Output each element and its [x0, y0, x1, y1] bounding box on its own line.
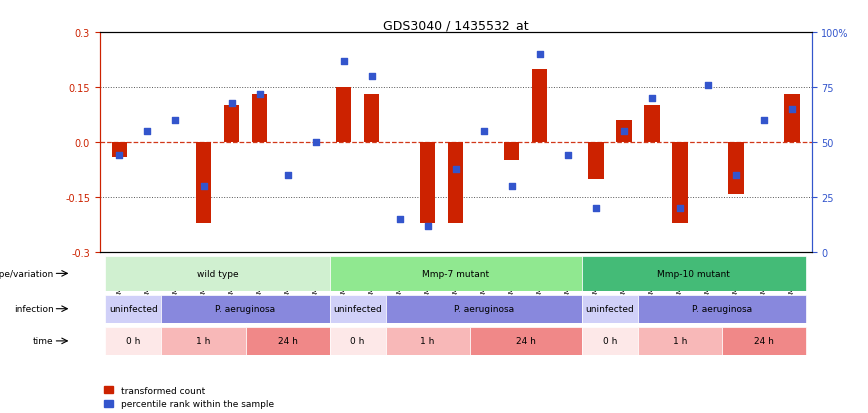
Text: Mmp-7 mutant: Mmp-7 mutant: [422, 269, 490, 278]
Text: uninfected: uninfected: [109, 304, 158, 313]
Bar: [330, 295, 385, 323]
Point: [141, 128, 155, 135]
Bar: [728, 143, 744, 194]
Point: [589, 205, 602, 212]
Text: Mmp-10 mutant: Mmp-10 mutant: [657, 269, 730, 278]
Point: [477, 128, 490, 135]
Bar: [246, 327, 330, 355]
Bar: [224, 106, 240, 143]
Bar: [196, 143, 211, 223]
Text: uninfected: uninfected: [585, 304, 635, 313]
Bar: [252, 95, 267, 143]
Bar: [582, 327, 638, 355]
Bar: [672, 143, 687, 223]
Text: 24 h: 24 h: [516, 337, 536, 346]
Text: 0 h: 0 h: [351, 337, 365, 346]
Bar: [470, 327, 582, 355]
Point: [533, 52, 547, 58]
Point: [309, 140, 323, 146]
Bar: [420, 143, 436, 223]
Bar: [589, 143, 603, 179]
Bar: [448, 143, 464, 223]
Bar: [785, 95, 799, 143]
Point: [561, 153, 575, 159]
Point: [617, 128, 631, 135]
Bar: [330, 256, 582, 291]
Bar: [385, 327, 470, 355]
Text: P. aeruginosa: P. aeruginosa: [454, 304, 514, 313]
Text: 0 h: 0 h: [602, 337, 617, 346]
Bar: [638, 327, 722, 355]
Bar: [504, 143, 519, 161]
Title: GDS3040 / 1435532_at: GDS3040 / 1435532_at: [383, 19, 529, 32]
Text: 1 h: 1 h: [196, 337, 211, 346]
Bar: [105, 327, 161, 355]
Bar: [336, 88, 352, 143]
Text: P. aeruginosa: P. aeruginosa: [215, 304, 276, 313]
Bar: [582, 295, 638, 323]
Point: [645, 95, 659, 102]
Point: [701, 83, 715, 89]
Point: [337, 58, 351, 65]
Bar: [330, 327, 385, 355]
Text: genotype/variation: genotype/variation: [0, 269, 54, 278]
Point: [280, 173, 294, 179]
Point: [729, 173, 743, 179]
Bar: [616, 121, 632, 143]
Bar: [385, 295, 582, 323]
Bar: [105, 295, 161, 323]
Text: 24 h: 24 h: [754, 337, 774, 346]
Point: [253, 91, 266, 98]
Bar: [364, 95, 379, 143]
Point: [113, 153, 127, 159]
Text: uninfected: uninfected: [333, 304, 382, 313]
Text: 1 h: 1 h: [673, 337, 687, 346]
Point: [168, 118, 182, 124]
Text: P. aeruginosa: P. aeruginosa: [692, 304, 752, 313]
Point: [757, 118, 771, 124]
Bar: [105, 256, 330, 291]
Point: [673, 205, 687, 212]
Point: [505, 183, 519, 190]
Text: infection: infection: [14, 304, 54, 313]
Bar: [112, 143, 127, 157]
Legend: transformed count, percentile rank within the sample: transformed count, percentile rank withi…: [104, 386, 273, 408]
Point: [392, 216, 406, 223]
Text: wild type: wild type: [197, 269, 239, 278]
Text: 0 h: 0 h: [126, 337, 141, 346]
Point: [449, 166, 463, 173]
Bar: [161, 295, 330, 323]
Text: time: time: [33, 337, 54, 346]
Point: [785, 107, 799, 113]
Bar: [722, 327, 806, 355]
Bar: [644, 106, 660, 143]
Point: [421, 223, 435, 230]
Point: [225, 100, 239, 107]
Point: [365, 74, 378, 80]
Bar: [582, 256, 806, 291]
Text: 24 h: 24 h: [278, 337, 298, 346]
Point: [196, 183, 210, 190]
Bar: [161, 327, 246, 355]
Text: 1 h: 1 h: [420, 337, 435, 346]
Bar: [638, 295, 806, 323]
Bar: [532, 70, 548, 143]
